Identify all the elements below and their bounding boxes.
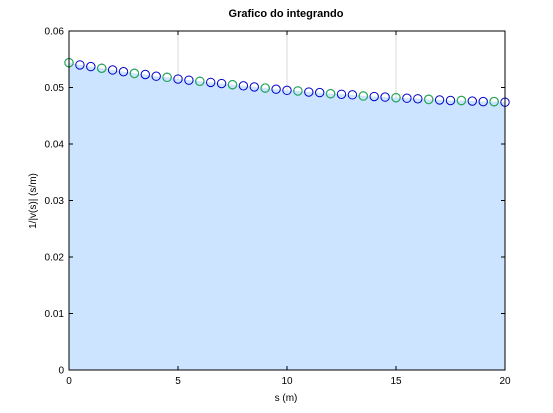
y-axis-ticks: 0 0.01 0.02 0.03 0.04 0.05 0.06 (45, 27, 505, 377)
data-point (238, 81, 249, 91)
data-point (293, 86, 303, 96)
x-tick-label: 0 (66, 376, 72, 387)
x-tick-label: 5 (175, 376, 181, 387)
x-tick-label: 15 (390, 376, 402, 387)
y-tick-label: 0.05 (45, 83, 65, 94)
data-point (456, 95, 467, 106)
data-point (216, 78, 227, 89)
x-axis-ticks: 0 5 10 15 20 (66, 31, 511, 387)
x-tick-label: 10 (281, 376, 293, 387)
data-point (489, 96, 499, 107)
data-point (75, 60, 85, 70)
x-axis-label: s (m) (275, 393, 298, 404)
data-point (271, 84, 281, 94)
data-point (184, 75, 194, 85)
data-point (129, 68, 140, 79)
y-axis-label: 1/|v(s)| (s/m) (28, 173, 39, 229)
data-point (445, 95, 456, 106)
data-point (358, 91, 368, 101)
data-point (107, 65, 118, 75)
data-point (249, 82, 260, 92)
data-point (282, 85, 292, 96)
y-tick-label: 0.06 (45, 27, 65, 38)
area-fill (69, 62, 505, 370)
data-point (304, 87, 314, 97)
data-point (369, 91, 379, 102)
data-point (151, 71, 161, 81)
data-point (86, 61, 96, 72)
data-point (336, 89, 347, 99)
data-point (260, 83, 270, 93)
data-point (195, 76, 205, 86)
data-point (227, 79, 238, 90)
data-point (391, 92, 401, 103)
y-tick-label: 0.03 (45, 196, 65, 207)
data-point (140, 69, 151, 80)
data-point (97, 63, 107, 73)
y-tick-label: 0 (58, 366, 64, 377)
x-tick-label: 20 (499, 376, 511, 387)
data-point (380, 92, 390, 102)
data-point (118, 66, 129, 77)
data-point (347, 90, 358, 100)
y-tick-label: 0.02 (45, 253, 65, 264)
data-point (402, 93, 412, 103)
data-point (478, 96, 488, 107)
chart-title: Grafico do integrando (229, 8, 344, 20)
y-tick-label: 0.04 (45, 140, 65, 151)
data-point (434, 95, 445, 105)
data-point (162, 72, 172, 83)
data-point (325, 89, 336, 99)
y-tick-label: 0.01 (45, 309, 65, 320)
data-point (467, 96, 477, 106)
data-point (315, 87, 325, 98)
data-point (173, 74, 183, 84)
data-point (206, 77, 216, 88)
data-point (413, 94, 423, 104)
series-markers (64, 57, 510, 107)
data-point (424, 94, 434, 105)
